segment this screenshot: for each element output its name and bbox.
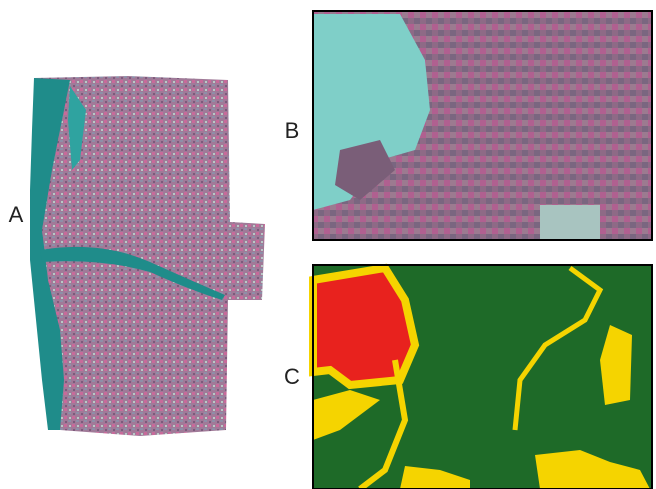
panel-b-image (312, 10, 653, 241)
panel-a-image (30, 76, 265, 436)
panel-label: B (285, 118, 300, 143)
panel-c-image (309, 263, 653, 489)
panel-label: A (9, 202, 24, 227)
panel-label: C (284, 364, 300, 389)
